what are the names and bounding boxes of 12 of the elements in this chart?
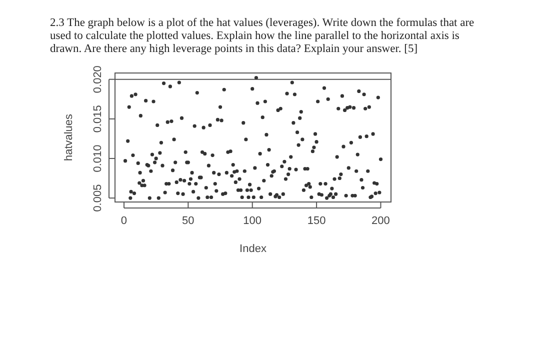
x-tick-label: 100 <box>243 215 262 227</box>
y-tick-label: 0.015 <box>92 105 104 133</box>
x-tick-label: 150 <box>307 215 326 227</box>
x-tick-label: 0 <box>120 215 128 227</box>
y-tick-label: 0.010 <box>92 144 104 172</box>
y-tick-label: 0.020 <box>92 66 104 94</box>
x-tick-label: 200 <box>372 215 390 227</box>
x-axis-title: Index <box>240 243 267 255</box>
y-axis-title: hatvalues <box>63 113 75 162</box>
y-tick-label: 0.005 <box>92 184 104 212</box>
chart-title: 2.3 The graph below is a plot of the hat values (leverages). Write down the formulas that are used to calculate the plotted values. Explain how the line parallel to the horizontal axis is drawn. Are there any high leverage points in this data? Explain your answer. [5] <box>50 17 474 55</box>
x-tick-label: 50 <box>182 215 194 227</box>
